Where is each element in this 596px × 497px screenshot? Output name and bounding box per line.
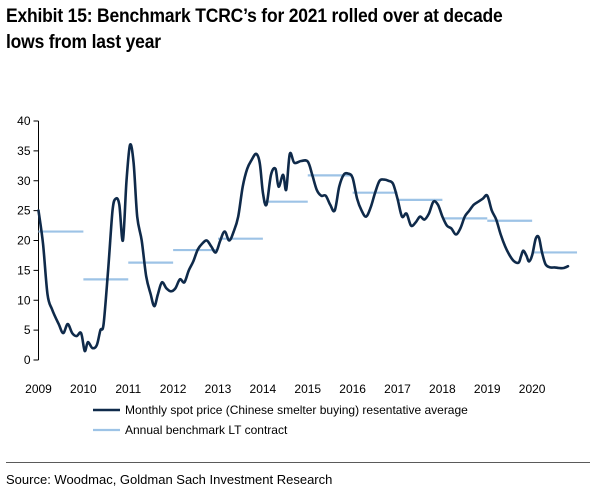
x-tick-label: 2009 (25, 382, 52, 396)
y-tick-label: 35 (17, 144, 31, 158)
x-tick-label: 2012 (160, 382, 187, 396)
chart-title: Exhibit 15: Benchmark TCRC’s for 2021 ro… (6, 6, 503, 53)
y-tick-label: 5 (24, 323, 31, 337)
spot-price-series (37, 143, 570, 353)
chart-legend: Monthly spot price (Chinese smelter buyi… (93, 403, 468, 437)
benchmark-series (38, 174, 578, 281)
y-tick-label: 30 (17, 174, 31, 188)
y-tick-label: 15 (17, 263, 31, 277)
legend-label-spot: Monthly spot price (Chinese smelter buyi… (125, 403, 468, 417)
legend-label-benchmark: Annual benchmark LT contract (125, 423, 288, 437)
x-tick-label: 2014 (250, 382, 277, 396)
x-tick-label: 2015 (294, 382, 321, 396)
footer-divider (6, 462, 590, 463)
x-tick-label: 2017 (384, 382, 411, 396)
x-tick-label: 2019 (474, 382, 501, 396)
y-tick-label: 20 (17, 234, 31, 248)
x-tick-label: 2020 (519, 382, 546, 396)
y-tick-label: 40 (17, 114, 31, 128)
chart-axes: 0 5 10 15 20 25 30 35 40 2009 2010 2011 2012 2013 2014… (17, 114, 546, 396)
spot-price-line (37, 143, 570, 353)
line-chart: 0 5 10 15 20 25 30 35 40 2009 2010 2011 2012 2013 2014… (17, 114, 578, 437)
y-tick-label: 0 (24, 353, 31, 367)
y-tick-label: 10 (17, 293, 31, 307)
x-tick-label: 2013 (205, 382, 232, 396)
x-tick-label: 2016 (339, 382, 366, 396)
source-note: Source: Woodmac, Goldman Sach Investment… (6, 472, 333, 487)
x-tick-label: 2011 (115, 382, 141, 396)
y-tick-label: 25 (17, 204, 31, 218)
x-tick-label: 2018 (429, 382, 456, 396)
x-tick-label: 2010 (70, 382, 97, 396)
